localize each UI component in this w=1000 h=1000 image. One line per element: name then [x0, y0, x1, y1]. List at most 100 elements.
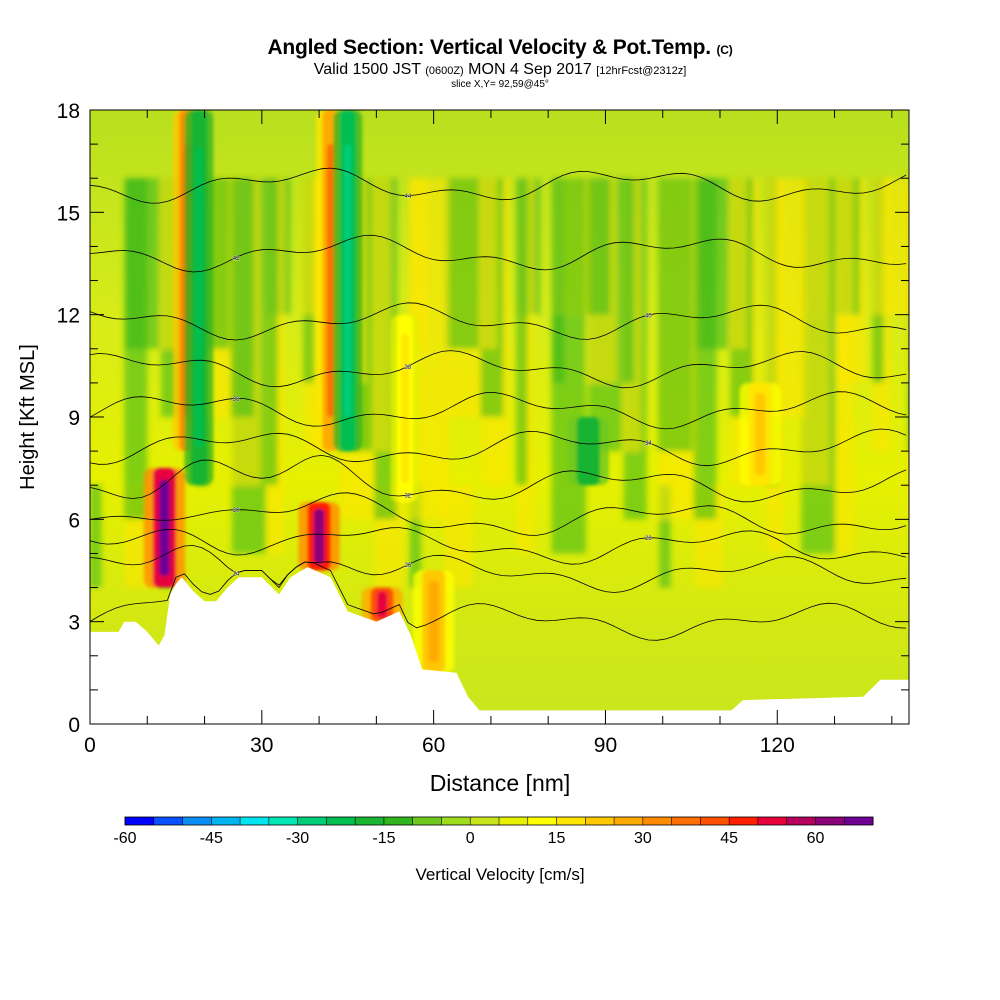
colorbar-swatch	[729, 817, 759, 825]
isotherm-line	[90, 302, 907, 341]
velocity-band	[693, 178, 717, 520]
isotherm-line	[90, 428, 907, 467]
velocity-band	[907, 178, 909, 452]
colorbar-swatch	[757, 817, 787, 825]
colorbar-swatch	[211, 817, 241, 825]
velocity-feature	[739, 382, 781, 486]
colorbar-swatch	[297, 817, 327, 825]
y-tick-label: 18	[57, 100, 80, 123]
velocity-band	[836, 178, 854, 554]
velocity-feature-peak	[326, 144, 335, 417]
colorbar-swatch	[125, 817, 155, 825]
velocity-band	[90, 485, 102, 588]
chart-title: Angled Section: Vertical Velocity & Pot.…	[0, 36, 1000, 62]
colorbar-tick-label: -45	[200, 830, 223, 847]
velocity-band	[445, 178, 480, 349]
colorbar-swatch	[527, 817, 557, 825]
colorbar-swatch	[326, 817, 356, 825]
velocity-feature-peak	[583, 423, 594, 479]
colorbar-swatch	[786, 817, 816, 825]
y-tick-label: 15	[57, 202, 80, 225]
velocity-feature	[390, 314, 420, 503]
velocity-band	[765, 178, 806, 417]
isotherm-line	[90, 167, 907, 204]
velocity-band	[444, 485, 474, 588]
valid-prefix: Valid 1500 JST	[313, 61, 421, 78]
velocity-feature	[567, 417, 609, 486]
velocity-cores	[143, 110, 781, 673]
colorbar-swatch	[499, 817, 529, 825]
velocity-band	[800, 178, 830, 486]
x-tick-label: 60	[422, 734, 445, 757]
y-tick-label: 12	[57, 305, 80, 328]
colorbar-tick-label: -30	[286, 830, 309, 847]
isotherm-label: 24	[233, 572, 240, 578]
isotherm-line	[90, 545, 907, 593]
colorbar-swatch	[585, 817, 615, 825]
colorbar-swatch	[182, 817, 212, 825]
velocity-band	[480, 178, 498, 349]
colorbar-tick-label: 45	[720, 830, 738, 847]
velocity-feature	[184, 110, 214, 486]
y-tick-label: 0	[68, 714, 80, 737]
x-axis-ticks: 0 30 60 90 120	[84, 110, 893, 757]
y-axis-label: Height [Kft MSL]	[17, 344, 39, 490]
valid-date: MON 4 Sep 2017	[468, 61, 592, 78]
colorbar-label: Vertical Velocity [cm/s]	[415, 865, 584, 884]
slice-info: slice X,Y= 92,59@45°	[451, 79, 549, 90]
velocity-band	[373, 178, 391, 452]
colorbar-swatch	[815, 817, 845, 825]
isotherm-label: 36	[233, 397, 240, 403]
terrain-mask	[90, 567, 909, 724]
velocity-band	[230, 178, 254, 417]
isotherm-line	[90, 561, 907, 641]
x-tick-label: 120	[760, 734, 795, 757]
chart-title-block: Angled Section: Vertical Velocity & Pot.…	[0, 36, 1000, 91]
isotherm-label: 40	[645, 313, 652, 319]
velocity-band	[907, 178, 909, 383]
velocity-feature	[298, 502, 340, 571]
colorbar-swatch	[412, 817, 442, 825]
velocity-band	[124, 178, 148, 520]
colorbar-swatch	[240, 817, 270, 825]
isotherm-line	[90, 391, 907, 430]
colorbar-swatch	[153, 817, 183, 825]
colorbar-swatch	[383, 817, 413, 825]
colorbar-tick-label: -60	[113, 830, 136, 847]
velocity-band	[729, 178, 747, 349]
plot-area: 24 26 28 30 32 34 36 38 40 42 44	[90, 110, 909, 724]
x-axis-label: Distance [nm]	[430, 770, 571, 796]
isotherm-label: 32	[405, 494, 412, 500]
colorbar-tick-label: 0	[466, 830, 475, 847]
velocity-feature-peak	[159, 480, 170, 576]
colorbar-swatch	[268, 817, 298, 825]
isotherm-line	[90, 454, 907, 503]
x-tick-label: 0	[84, 734, 96, 757]
isotherm-label: 44	[405, 194, 412, 200]
velocity-feature-peak	[401, 333, 409, 484]
colorbar: -60 -45 -30 -15 0 15 30 45 60	[113, 816, 874, 847]
y-tick-label: 9	[68, 407, 80, 430]
colorbar-swatch	[556, 817, 586, 825]
velocity-band	[516, 178, 528, 486]
velocity-band	[551, 178, 586, 554]
isotherm-line	[90, 527, 907, 565]
colorbar-tick-label: 30	[634, 830, 652, 847]
velocity-feature-peak	[754, 393, 766, 475]
valid-utc: (0600Z)	[425, 65, 464, 77]
colorbar-tick-label: 15	[548, 830, 566, 847]
colorbar-swatch	[671, 817, 701, 825]
isotherm-labels: 24 26 28 30 32 34 36 38 40 42 44	[232, 194, 652, 578]
chart-title-suffix: (C)	[716, 43, 733, 57]
isotherm-label: 34	[645, 441, 652, 447]
isotherm-line	[90, 234, 907, 273]
velocity-feature	[143, 468, 186, 588]
velocity-feature-peak	[344, 144, 352, 417]
x-tick-label: 90	[594, 734, 617, 757]
isotherm-label: 42	[233, 256, 240, 262]
isotherm-label: 26	[405, 563, 412, 569]
y-tick-label: 3	[68, 612, 80, 635]
chart-title-main: Angled Section: Vertical Velocity & Pot.…	[267, 36, 711, 59]
velocity-band	[659, 485, 671, 588]
